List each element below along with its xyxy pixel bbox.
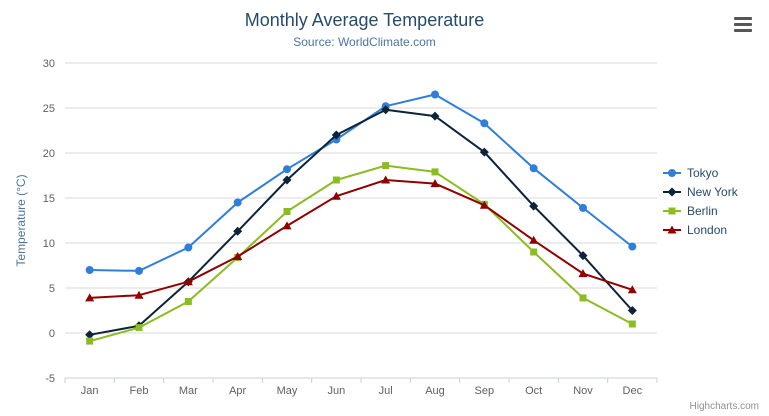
triangle-marker[interactable] — [134, 290, 144, 299]
square-marker[interactable] — [431, 168, 439, 176]
x-axis-label: Nov — [573, 385, 593, 397]
triangle-marker[interactable] — [381, 175, 391, 184]
x-axis-label: Feb — [130, 385, 149, 397]
square-marker[interactable] — [579, 294, 587, 302]
x-axis-label: May — [277, 385, 298, 397]
x-axis-label: Jan — [81, 385, 99, 397]
chart-title: Monthly Average Temperature — [244, 10, 485, 30]
circle-marker — [668, 168, 676, 177]
square-marker[interactable] — [628, 320, 636, 328]
triangle-marker[interactable] — [479, 200, 489, 209]
triangle-marker[interactable] — [282, 221, 292, 230]
diamond-marker[interactable] — [578, 251, 588, 261]
diamond-marker[interactable] — [381, 105, 391, 115]
diamond-marker[interactable] — [331, 130, 341, 140]
triangle-marker[interactable] — [430, 179, 440, 188]
y-axis-label: 10 — [43, 238, 55, 250]
x-axis-label: Dec — [623, 385, 643, 397]
legend-item-london[interactable]: London — [663, 220, 769, 239]
chart-subtitle: Source: WorldClimate.com — [293, 35, 436, 49]
triangle-marker[interactable] — [331, 191, 341, 200]
circle-marker[interactable] — [529, 164, 538, 173]
square-marker — [668, 207, 676, 214]
diamond-marker[interactable] — [282, 175, 292, 185]
series-new-york[interactable] — [85, 105, 637, 340]
square-marker[interactable] — [86, 337, 94, 345]
square-legend-icon — [663, 207, 681, 214]
diamond-marker[interactable] — [627, 306, 637, 315]
series-london[interactable] — [85, 175, 637, 302]
circle-marker[interactable] — [431, 90, 439, 99]
triangle-legend-icon — [663, 225, 681, 233]
series-line-berlin[interactable] — [89, 164, 633, 343]
diamond-marker — [667, 187, 677, 196]
square-marker[interactable] — [283, 208, 291, 215]
x-axis-label: Apr — [229, 385, 246, 397]
triangle-marker[interactable] — [529, 235, 539, 244]
circle-marker[interactable] — [85, 266, 94, 274]
y-axis-label: 20 — [43, 148, 55, 160]
circle-marker[interactable] — [480, 119, 489, 128]
triangle-marker[interactable] — [85, 293, 95, 302]
diamond-marker[interactable] — [529, 201, 539, 211]
legend: Tokyo New York Berlin London — [663, 163, 769, 239]
legend-item-tokyo[interactable]: Tokyo — [663, 163, 769, 182]
square-marker[interactable] — [332, 176, 340, 184]
legend-item-berlin[interactable]: Berlin — [663, 201, 769, 220]
triangle-marker[interactable] — [578, 269, 588, 278]
circle-marker[interactable] — [628, 242, 637, 251]
credits-link[interactable]: Highcharts.com — [689, 401, 759, 412]
triangle-marker[interactable] — [233, 252, 243, 260]
square-marker[interactable] — [382, 162, 390, 170]
export-menu-button[interactable] — [731, 13, 755, 35]
legend-label: London — [687, 222, 728, 237]
diamond-marker[interactable] — [430, 111, 440, 121]
circle-marker[interactable] — [233, 198, 242, 207]
series-tokyo[interactable] — [85, 90, 637, 275]
y-axis-label: 30 — [43, 58, 55, 70]
series-line-new-york[interactable] — [89, 108, 634, 336]
x-axis-label: Oct — [525, 385, 542, 397]
triangle-marker[interactable] — [183, 277, 193, 286]
y-axis-label: 25 — [43, 103, 55, 115]
diamond-marker[interactable] — [85, 330, 95, 340]
x-axis-label: Jun — [327, 385, 345, 397]
y-axis-label: 5 — [49, 283, 55, 295]
x-axis-label: Jul — [379, 385, 393, 397]
legend-label: Tokyo — [687, 165, 719, 180]
triangle-marker[interactable] — [627, 285, 637, 294]
y-axis-title: Temperature (°C) — [14, 174, 28, 266]
x-axis-label: Mar — [179, 385, 198, 397]
square-marker[interactable] — [530, 248, 538, 256]
y-axis-label: 0 — [49, 328, 55, 340]
diamond-marker[interactable] — [479, 147, 489, 157]
hamburger-icon — [734, 28, 752, 32]
diamond-legend-icon — [663, 187, 681, 196]
legend-label: Berlin — [687, 203, 718, 218]
triangle-marker — [667, 225, 677, 233]
series-line-tokyo[interactable] — [89, 93, 633, 272]
square-marker[interactable] — [184, 298, 192, 305]
y-axis-label: 15 — [43, 193, 55, 205]
x-axis-label: Sep — [475, 385, 495, 397]
hamburger-icon — [734, 16, 752, 20]
series-line-london[interactable] — [89, 179, 633, 299]
x-axis-label: Aug — [425, 385, 445, 397]
circle-marker[interactable] — [579, 203, 587, 212]
y-axis-label: -5 — [45, 373, 55, 385]
circle-marker[interactable] — [283, 165, 291, 174]
circle-legend-icon — [663, 168, 681, 177]
circle-marker[interactable] — [135, 266, 143, 275]
diamond-marker[interactable] — [233, 226, 243, 236]
hamburger-icon — [734, 22, 752, 26]
square-marker[interactable] — [135, 324, 143, 332]
legend-item-new-york[interactable]: New York — [663, 182, 769, 201]
legend-label: New York — [687, 184, 738, 199]
circle-marker[interactable] — [184, 243, 193, 252]
